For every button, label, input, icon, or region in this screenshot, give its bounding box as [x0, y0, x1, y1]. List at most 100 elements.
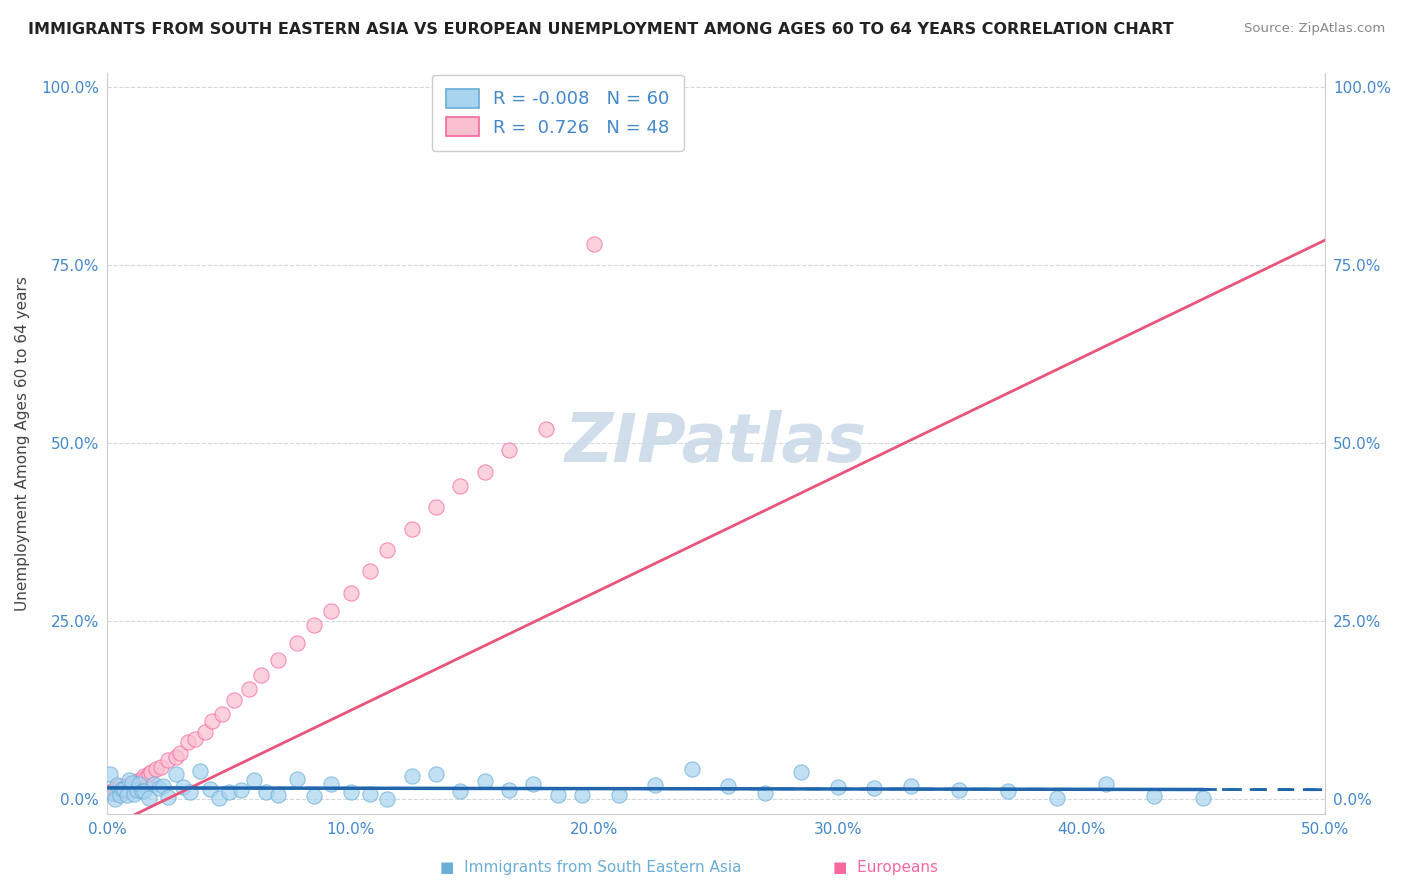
Point — [131, 772, 153, 787]
Point — [198, 782, 221, 797]
Point — [157, 753, 180, 767]
Point — [114, 781, 136, 796]
Point — [108, 780, 131, 794]
Point — [285, 635, 308, 649]
Point — [211, 706, 233, 721]
Point — [254, 785, 277, 799]
Point — [449, 479, 471, 493]
Point — [132, 783, 155, 797]
Point — [900, 780, 922, 794]
Point — [128, 779, 150, 793]
Point — [165, 767, 187, 781]
Point — [790, 765, 813, 780]
Point — [114, 780, 136, 795]
Point — [121, 780, 143, 794]
Point — [631, 80, 654, 95]
Point — [141, 765, 163, 780]
Point — [754, 786, 776, 800]
Point — [118, 778, 141, 792]
Text: ■  Europeans: ■ Europeans — [834, 861, 938, 875]
Point — [474, 774, 496, 789]
Point — [522, 777, 544, 791]
Point — [717, 780, 740, 794]
Point — [122, 787, 145, 801]
Point — [583, 236, 606, 251]
Point — [121, 776, 143, 790]
Point — [98, 767, 121, 781]
Point — [104, 781, 127, 796]
Point — [425, 500, 447, 515]
Text: Source: ZipAtlas.com: Source: ZipAtlas.com — [1244, 22, 1385, 36]
Point — [177, 735, 200, 749]
Point — [218, 785, 240, 799]
Point — [104, 787, 127, 801]
Point — [401, 522, 423, 536]
Point — [304, 789, 326, 803]
Point — [340, 785, 363, 799]
Point — [188, 764, 211, 779]
Point — [115, 783, 138, 797]
Point — [132, 770, 155, 784]
Point — [607, 788, 630, 802]
Point — [138, 767, 160, 781]
Point — [111, 781, 134, 796]
Point — [172, 780, 194, 795]
Point — [242, 772, 264, 787]
Point — [105, 785, 128, 799]
Point — [547, 788, 569, 802]
Point — [948, 782, 970, 797]
Point — [125, 774, 148, 789]
Point — [128, 777, 150, 791]
Y-axis label: Unemployment Among Ages 60 to 64 years: Unemployment Among Ages 60 to 64 years — [15, 276, 30, 611]
Point — [534, 422, 557, 436]
Point — [184, 731, 207, 746]
Point — [681, 763, 703, 777]
Point — [157, 789, 180, 804]
Point — [222, 692, 245, 706]
Text: IMMIGRANTS FROM SOUTH EASTERN ASIA VS EUROPEAN UNEMPLOYMENT AMONG AGES 60 TO 64 : IMMIGRANTS FROM SOUTH EASTERN ASIA VS EU… — [28, 22, 1174, 37]
Point — [377, 543, 399, 558]
Point — [401, 769, 423, 783]
Point — [104, 791, 127, 805]
Point — [321, 604, 343, 618]
Point — [359, 565, 381, 579]
Point — [1094, 777, 1116, 791]
Text: ZIPatlas: ZIPatlas — [565, 410, 868, 476]
Point — [267, 653, 290, 667]
Point — [118, 772, 141, 787]
Point — [238, 681, 260, 696]
Point — [122, 776, 145, 790]
Point — [340, 586, 363, 600]
Point — [474, 465, 496, 479]
Point — [571, 789, 593, 803]
Point — [169, 746, 191, 760]
Point — [179, 785, 201, 799]
Point — [101, 783, 124, 797]
Point — [105, 778, 128, 792]
Point — [108, 789, 131, 803]
Point — [98, 785, 121, 799]
Point — [231, 783, 253, 797]
Point — [145, 763, 167, 777]
Point — [142, 777, 165, 791]
Point — [997, 784, 1019, 798]
Point — [498, 443, 520, 458]
Point — [101, 786, 124, 800]
Point — [125, 783, 148, 797]
Point — [644, 778, 666, 792]
Point — [194, 724, 217, 739]
Legend: R = -0.008   N = 60, R =  0.726   N = 48: R = -0.008 N = 60, R = 0.726 N = 48 — [432, 75, 683, 152]
Point — [359, 787, 381, 801]
Point — [1192, 790, 1215, 805]
Point — [449, 784, 471, 798]
Point — [304, 617, 326, 632]
Point — [131, 784, 153, 798]
Point — [150, 760, 173, 774]
Point — [425, 766, 447, 780]
Point — [108, 783, 131, 797]
Point — [498, 783, 520, 797]
Point — [115, 788, 138, 802]
Point — [377, 791, 399, 805]
Point — [135, 771, 157, 785]
Point — [152, 779, 174, 793]
